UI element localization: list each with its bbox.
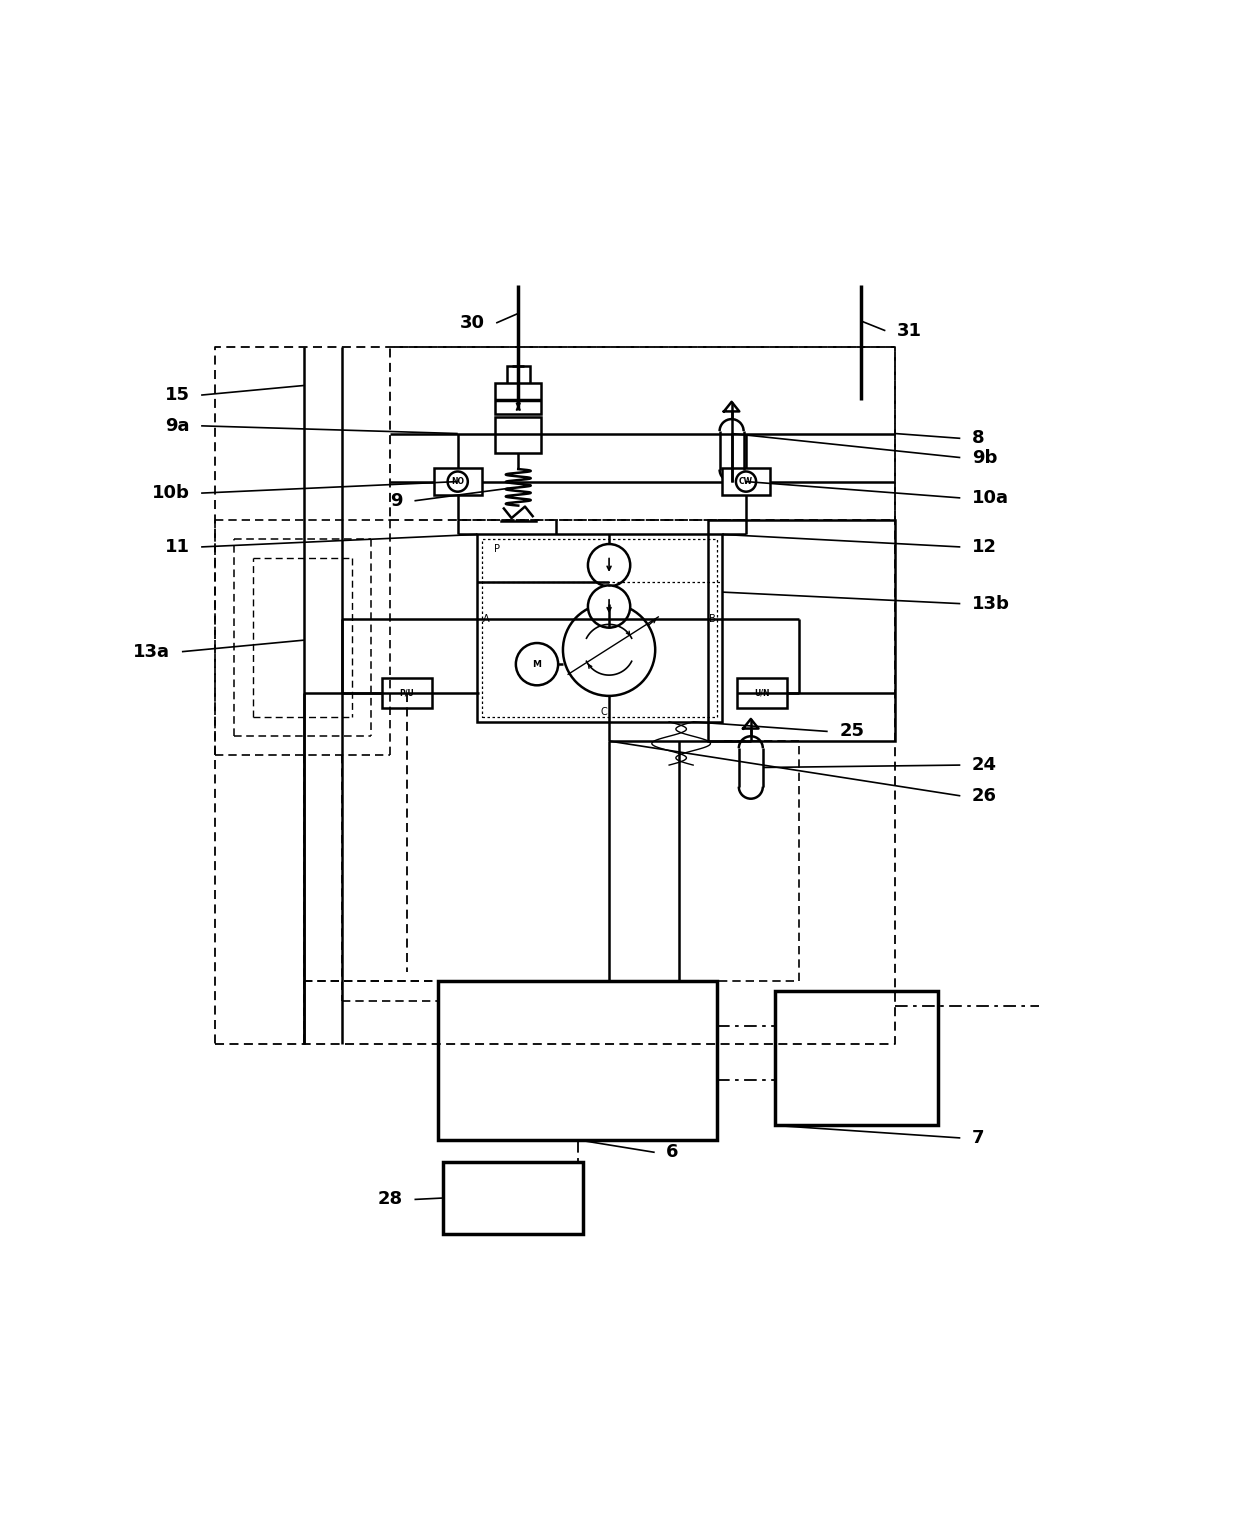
Bar [477, 535, 722, 721]
Text: B: B [709, 614, 717, 624]
Text: 15: 15 [165, 386, 190, 405]
Circle shape [735, 471, 756, 492]
Circle shape [448, 471, 467, 492]
Bar [495, 417, 542, 453]
Text: 7: 7 [972, 1129, 985, 1147]
Circle shape [588, 585, 630, 627]
Text: 9a: 9a [165, 417, 190, 435]
Circle shape [516, 642, 558, 685]
Text: P: P [495, 544, 500, 554]
Text: 12: 12 [972, 538, 997, 556]
Bar [507, 367, 529, 383]
Text: A: A [482, 614, 490, 624]
Text: NO: NO [451, 477, 464, 486]
Circle shape [588, 544, 630, 586]
Text: 31: 31 [897, 321, 921, 339]
Text: 10b: 10b [151, 485, 190, 501]
Bar [439, 982, 717, 1139]
Text: 9b: 9b [972, 448, 997, 467]
Bar [434, 468, 481, 495]
Text: 25: 25 [839, 723, 864, 741]
Bar [775, 991, 939, 1126]
Text: U/N: U/N [755, 688, 770, 697]
Text: C: C [601, 708, 608, 717]
Text: 30: 30 [460, 314, 485, 332]
Text: 11: 11 [165, 538, 190, 556]
Text: 26: 26 [972, 786, 997, 804]
Bar [708, 520, 895, 741]
Bar [738, 679, 787, 708]
Text: M: M [532, 659, 542, 668]
Text: 9: 9 [391, 492, 403, 511]
Text: CW: CW [739, 477, 753, 486]
Bar [444, 1162, 583, 1235]
Bar [495, 383, 542, 414]
Text: 28: 28 [378, 1191, 403, 1209]
Bar [382, 679, 432, 708]
Text: 13a: 13a [134, 642, 170, 661]
Text: 10a: 10a [972, 489, 1009, 508]
Text: 6: 6 [666, 1144, 678, 1162]
Text: 13b: 13b [972, 594, 1009, 612]
Text: 24: 24 [972, 756, 997, 774]
Text: P/U: P/U [399, 688, 414, 697]
Text: 8: 8 [972, 429, 985, 447]
Circle shape [563, 603, 655, 695]
Bar [722, 468, 770, 495]
